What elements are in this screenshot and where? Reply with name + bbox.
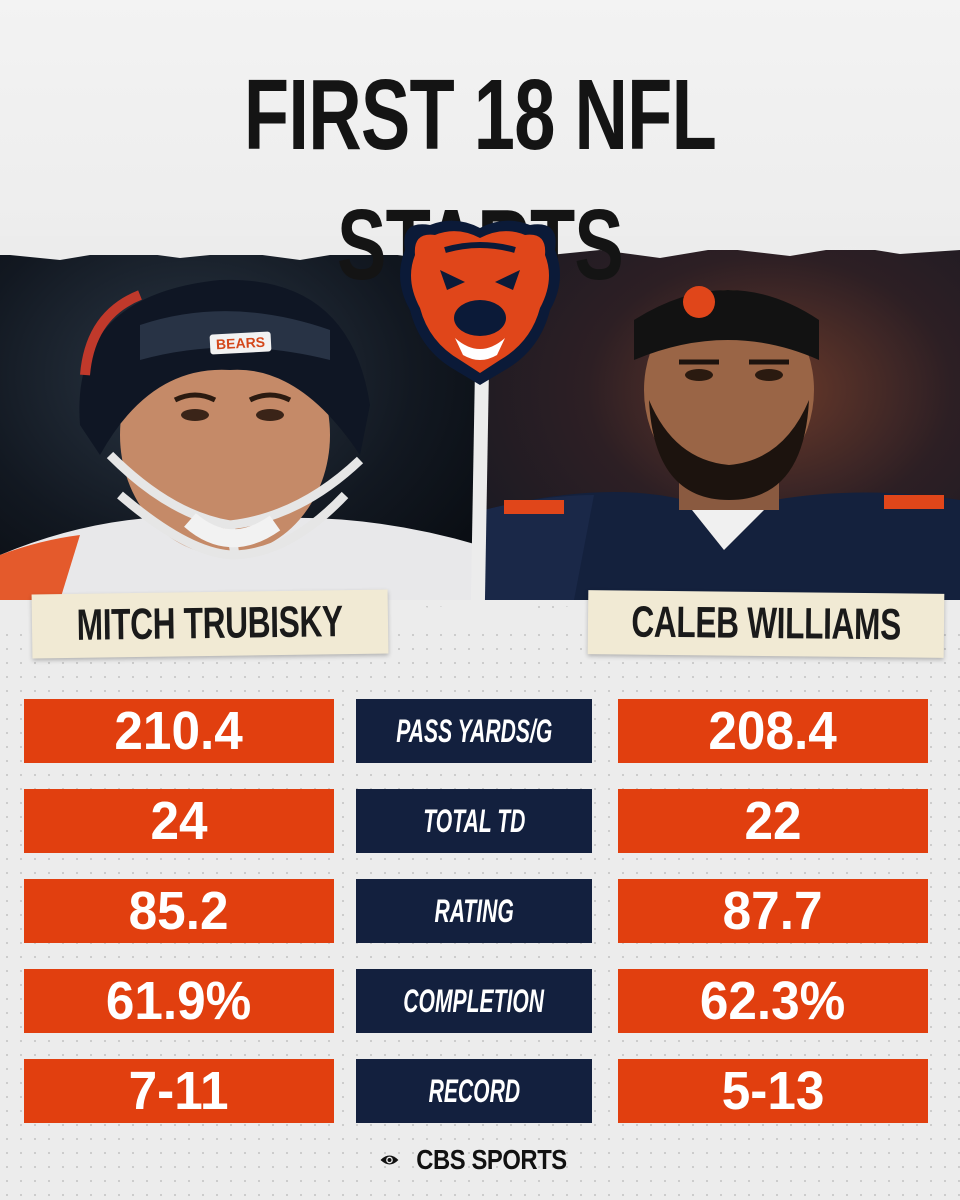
player-photo-right (484, 250, 960, 600)
helmet-bears-text: BEARS (209, 331, 272, 355)
stat-label-text: PASS YARDS/G (395, 712, 553, 749)
stat-label: TOTAL TD (356, 789, 592, 853)
stat-value-right: 5-13 (618, 1059, 928, 1123)
stat-value-left-text: 61.9% (106, 971, 252, 1031)
stat-label-text: TOTAL TD (422, 802, 526, 839)
stat-label: PASS YARDS/G (356, 699, 592, 763)
player-name-right-text: CALEB WILLIAMS (631, 597, 902, 650)
player-name-left: MITCH TRUBISKY (31, 589, 389, 659)
stat-value-right-text: 62.3% (700, 971, 846, 1031)
stat-value-right-text: 22 (744, 791, 802, 851)
stat-value-left: 7-11 (24, 1059, 334, 1123)
header-band (0, 0, 960, 270)
stat-row-pass-yards: 210.4 PASS YARDS/G 208.4 (0, 699, 960, 763)
torn-edge-top (0, 236, 960, 260)
stat-row-record: 7-11 RECORD 5-13 (0, 1059, 960, 1123)
stat-value-right-text: 87.7 (723, 881, 823, 941)
stat-value-left-text: 210.4 (114, 701, 244, 761)
stat-row-completion: 61.9% COMPLETION 62.3% (0, 969, 960, 1033)
stat-value-right: 22 (618, 789, 928, 853)
bears-logo-icon (400, 220, 560, 385)
cbs-sports-logo: CBS SPORTS (380, 1142, 580, 1178)
stat-value-right-text: 5-13 (721, 1061, 825, 1121)
stat-value-right: 62.3% (618, 969, 928, 1033)
stat-value-right-text: 208.4 (708, 701, 838, 761)
player-name-right: CALEB WILLIAMS (587, 590, 945, 658)
stat-row-rating: 85.2 RATING 87.7 (0, 879, 960, 943)
stat-value-right: 208.4 (618, 699, 928, 763)
cbs-eye-icon (380, 1155, 399, 1165)
helmet-player-illustration (0, 279, 478, 600)
stat-value-left: 210.4 (24, 699, 334, 763)
stat-value-left-text: 85.2 (129, 881, 229, 941)
stat-value-left: 85.2 (24, 879, 334, 943)
stat-label: RECORD (356, 1059, 592, 1123)
stat-label-text: RATING (434, 892, 514, 929)
stat-row-total-td: 24 TOTAL TD 22 (0, 789, 960, 853)
stat-value-left-text: 24 (150, 791, 208, 851)
player-name-left-text: MITCH TRUBISKY (76, 597, 344, 650)
stat-value-left-text: 7-11 (129, 1061, 229, 1121)
stat-label: RATING (356, 879, 592, 943)
stat-value-left: 24 (24, 789, 334, 853)
brand-text: CBS SPORTS (416, 1144, 567, 1175)
stat-label-text: RECORD (428, 1072, 520, 1109)
stat-value-right: 87.7 (618, 879, 928, 943)
player-photo-left: BEARS (0, 255, 478, 600)
stat-value-left: 61.9% (24, 969, 334, 1033)
stat-label: COMPLETION (356, 969, 592, 1033)
stat-label-text: COMPLETION (403, 982, 545, 1019)
headband-player-illustration (484, 286, 960, 600)
